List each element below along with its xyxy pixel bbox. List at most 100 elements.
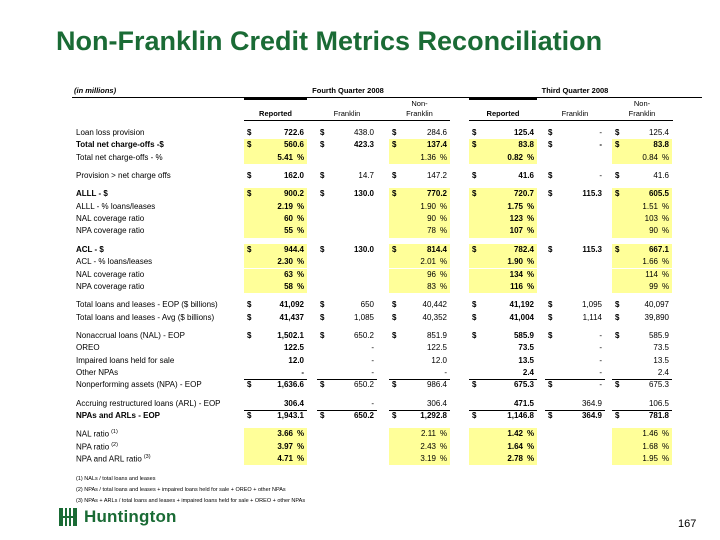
currency-symbol: $ bbox=[320, 380, 325, 390]
currency-symbol: $ bbox=[392, 330, 397, 340]
currency-symbol: $ bbox=[392, 128, 397, 137]
row-label: NPA ratio (2) bbox=[76, 442, 118, 452]
currency-symbol: $ bbox=[320, 330, 325, 340]
cell-value: 2.19 bbox=[277, 201, 293, 211]
column-header: Reported bbox=[486, 109, 520, 118]
cell-value: 83 bbox=[427, 281, 436, 291]
cell-value: 364.9 bbox=[581, 411, 602, 420]
currency-symbol: $ bbox=[615, 380, 620, 390]
highlight-cell bbox=[612, 151, 672, 165]
cell-value: 2.4 bbox=[522, 367, 534, 377]
cell-value: 0.82 bbox=[507, 152, 523, 162]
cell-value: 2.30 bbox=[277, 257, 293, 267]
cell-value: 55 bbox=[284, 226, 293, 236]
row-label: Total loans and leases - Avg ($ billions… bbox=[76, 313, 214, 322]
percent-unit: % bbox=[527, 201, 535, 211]
cell-value: 1,085 bbox=[353, 312, 374, 322]
period-rule bbox=[469, 120, 673, 121]
highlight-cell bbox=[244, 440, 307, 454]
row-label: ACL - $ bbox=[76, 245, 104, 254]
percent-unit: % bbox=[440, 226, 448, 236]
row-label: ACL - % loans/leases bbox=[76, 257, 152, 266]
cell-value: 781.8 bbox=[648, 411, 669, 420]
highlight-cell bbox=[469, 243, 537, 257]
cell-value: 162.0 bbox=[283, 171, 304, 181]
period-header: Fourth Quarter 2008 bbox=[312, 86, 384, 95]
cell-value: 40,352 bbox=[422, 312, 447, 322]
highlight-cell bbox=[612, 268, 672, 281]
cell-value: 814.4 bbox=[426, 244, 447, 254]
percent-unit: % bbox=[527, 257, 535, 267]
row-label-text: OREO bbox=[76, 343, 100, 353]
percent-unit: % bbox=[662, 269, 670, 279]
cell-value: 39,890 bbox=[644, 312, 669, 322]
currency-symbol: $ bbox=[615, 140, 620, 150]
currency-symbol: $ bbox=[472, 189, 477, 199]
cell-value: 73.5 bbox=[653, 343, 669, 353]
cell-value: 650 bbox=[360, 300, 374, 310]
highlight-cell bbox=[389, 243, 450, 257]
total-rule bbox=[469, 379, 537, 381]
highlight-cell bbox=[469, 280, 537, 294]
cell-value: 1.64 bbox=[507, 441, 523, 451]
currency-symbol: $ bbox=[615, 312, 620, 322]
percent-unit: % bbox=[527, 281, 535, 291]
percent-unit: % bbox=[527, 269, 535, 279]
highlight-cell bbox=[469, 428, 537, 441]
cell-value: 284.6 bbox=[426, 128, 447, 137]
row-label: Other NPAs bbox=[76, 368, 118, 377]
cell-value: 99 bbox=[649, 281, 658, 291]
currency-symbol: $ bbox=[548, 171, 553, 181]
percent-unit: % bbox=[440, 454, 448, 464]
cell-value: 130.0 bbox=[353, 189, 374, 199]
cell-value: 605.5 bbox=[648, 189, 669, 199]
total-rule bbox=[612, 410, 672, 411]
cell-value: 90 bbox=[649, 226, 658, 236]
highlight-cell bbox=[612, 200, 672, 214]
page-number: 167 bbox=[678, 518, 697, 530]
currency-symbol: $ bbox=[320, 312, 325, 322]
cell-value: 137.4 bbox=[426, 140, 447, 150]
percent-unit: % bbox=[662, 152, 670, 162]
currency-symbol: $ bbox=[392, 244, 397, 254]
highlight-cell bbox=[469, 268, 537, 281]
row-label: NAL coverage ratio bbox=[76, 270, 144, 279]
highlight-cell bbox=[612, 188, 672, 201]
cell-value: 1.36 bbox=[420, 152, 436, 162]
highlight-cell bbox=[469, 225, 537, 238]
row-label-text: Loan loss provision bbox=[76, 128, 145, 137]
row-label: Total net charge-offs - % bbox=[76, 153, 163, 162]
cell-value: 41,092 bbox=[279, 300, 304, 310]
row-label-text: Provision > net charge offs bbox=[76, 171, 171, 181]
row-label-text: NAL coverage ratio bbox=[76, 214, 145, 224]
percent-unit: % bbox=[527, 441, 535, 451]
currency-symbol: $ bbox=[392, 189, 397, 199]
cell-value: 2.01 bbox=[420, 257, 436, 267]
column-header-line: Non- bbox=[633, 99, 651, 108]
currency-symbol: $ bbox=[615, 128, 620, 137]
currency-symbol: $ bbox=[247, 312, 252, 322]
currency-symbol: $ bbox=[615, 171, 620, 181]
cell-value: 471.5 bbox=[513, 398, 534, 408]
currency-symbol: $ bbox=[472, 128, 477, 137]
row-label-text: NAL ratio bbox=[76, 430, 110, 439]
cell-value: 12.0 bbox=[288, 355, 304, 365]
highlight-cell bbox=[389, 280, 450, 294]
currency-symbol: $ bbox=[320, 300, 325, 310]
currency-symbol: $ bbox=[472, 244, 477, 254]
percent-unit: % bbox=[662, 454, 670, 464]
cell-value: 585.9 bbox=[648, 330, 669, 340]
highlight-cell bbox=[244, 268, 307, 281]
percent-unit: % bbox=[297, 214, 305, 224]
total-rule bbox=[317, 410, 377, 411]
currency-symbol: $ bbox=[392, 300, 397, 310]
cell-value: 122.5 bbox=[283, 343, 304, 353]
cell-value: 851.9 bbox=[426, 330, 447, 340]
percent-unit: % bbox=[527, 152, 535, 162]
row-label: Accruing restructured loans (ARL) - EOP bbox=[76, 399, 221, 408]
total-rule bbox=[545, 379, 605, 381]
cell-value: 3.97 bbox=[277, 441, 293, 451]
cell-value: 1.90 bbox=[420, 201, 436, 211]
highlight-cell bbox=[389, 188, 450, 201]
currency-symbol: $ bbox=[472, 380, 477, 390]
